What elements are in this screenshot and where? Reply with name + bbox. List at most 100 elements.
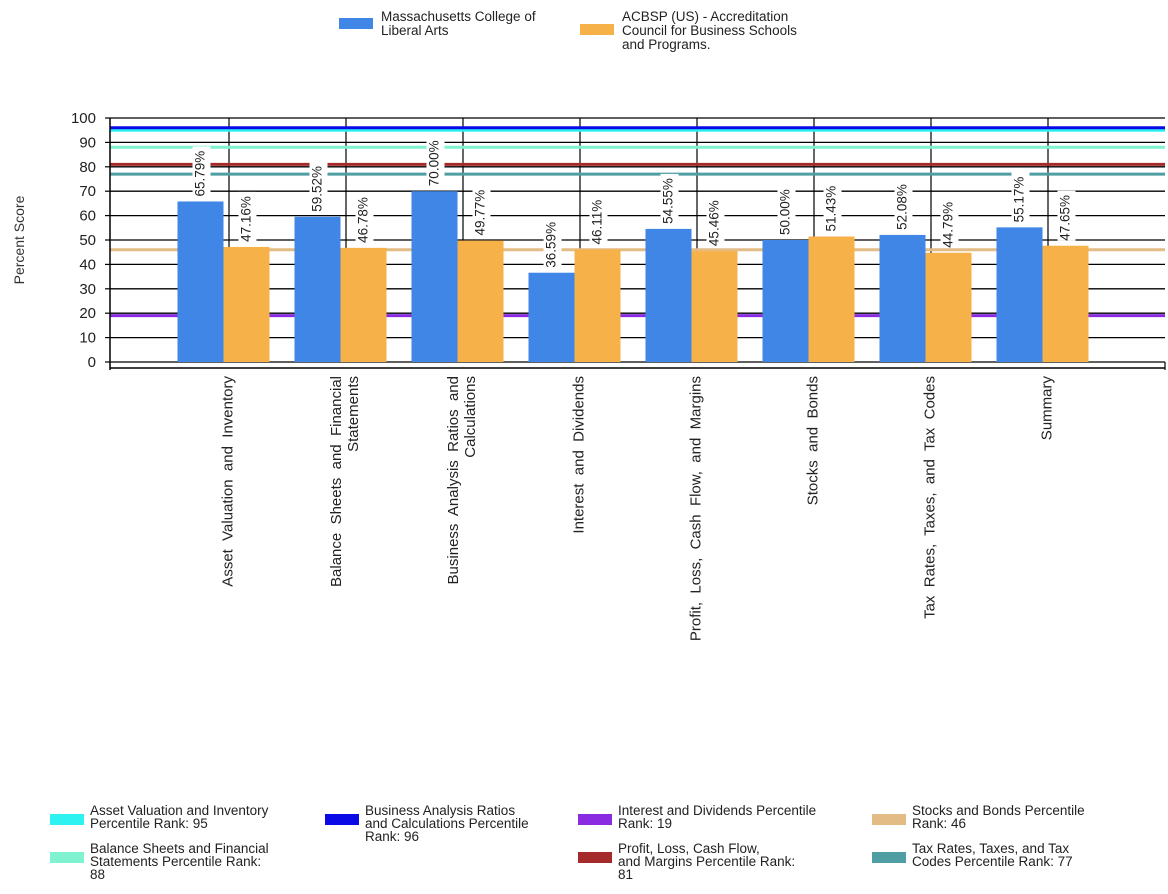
data-label-s0-c2: 70.00% bbox=[427, 140, 442, 186]
legend-item-series-1: ACBSP (US) - Accreditation Council for Bu… bbox=[580, 10, 797, 52]
y-axis-label: Percent Score bbox=[11, 195, 27, 284]
bar-s1-c1 bbox=[340, 247, 387, 362]
data-label-s0-c7: 55.17% bbox=[1012, 177, 1027, 223]
bar-s0-c5 bbox=[762, 240, 809, 362]
data-label-s0-c5: 50.00% bbox=[778, 189, 793, 235]
bar-chart: Percent Score 0 10 20 30 40 50 60 70 80 90 100 Ass… bbox=[11, 110, 1166, 642]
data-label-bg bbox=[1057, 190, 1076, 241]
bar-s1-c7 bbox=[1042, 245, 1089, 362]
bar-s1-c4 bbox=[691, 251, 738, 362]
percentile-legend-label-6: Tax Rates, Taxes, and Tax Codes Percentil… bbox=[912, 841, 1073, 869]
data-label-bg bbox=[823, 181, 842, 232]
x-tick-label-0: Asset Valuation and Inventory bbox=[220, 376, 237, 587]
percentile-legend-item-3: Interest and Dividends Percentile Rank: 1… bbox=[578, 804, 816, 830]
data-label-s1-c5: 51.43% bbox=[824, 186, 839, 232]
y-tick-labels: 0 10 20 30 40 50 60 70 80 90 100 bbox=[71, 110, 110, 371]
data-label-s0-c0: 65.79% bbox=[193, 151, 208, 197]
data-label-bg bbox=[355, 192, 374, 243]
bar-s0-c6 bbox=[879, 234, 926, 362]
x-tick-labels: Asset Valuation and Inventory Balance She… bbox=[220, 376, 1056, 642]
x-tick-label-2: Calculations bbox=[462, 376, 479, 458]
x-tick-label-7: Summary bbox=[1039, 376, 1056, 441]
x-tick-label-1: Balance Sheets and Financial bbox=[328, 376, 345, 587]
bar-s1-c3 bbox=[574, 249, 621, 362]
percentile-legend-label-3: Interest and Dividends Percentile Rank: 1… bbox=[618, 803, 817, 831]
x-tick-label-6: Tax Rates, Taxes, and Tax Codes bbox=[922, 376, 939, 619]
data-labels: 65.79% 47.16% 59.52% 46.78% 70.00% 49.77% 36.5… bbox=[192, 136, 1076, 268]
percentile-legend-swatch-6 bbox=[872, 852, 906, 863]
percentile-legend: Asset Valuation and Inventory Percentile … bbox=[0, 800, 1168, 894]
data-label-s1-c2: 49.77% bbox=[473, 190, 488, 236]
y-tick-60: 60 bbox=[79, 208, 96, 225]
percentile-legend-label-4: Profit, Loss, Cash Flow, and Margins Perc… bbox=[618, 841, 796, 882]
legend-label-series-1: ACBSP (US) - Accreditation Council for Bu… bbox=[622, 9, 797, 52]
y-tick-50: 50 bbox=[79, 232, 96, 249]
legend-swatch-series-1 bbox=[580, 24, 614, 35]
percentile-legend-swatch-5 bbox=[872, 814, 906, 825]
data-label-bg bbox=[894, 179, 913, 230]
data-label-s1-c1: 46.78% bbox=[356, 197, 371, 243]
data-label-s1-c6: 44.79% bbox=[941, 202, 956, 248]
data-label-bg bbox=[192, 146, 211, 197]
y-tick-80: 80 bbox=[79, 159, 96, 176]
bar-s0-c3 bbox=[528, 272, 575, 362]
y-tick-0: 0 bbox=[88, 354, 96, 371]
percentile-legend-item-6: Tax Rates, Taxes, and Tax Codes Percentil… bbox=[872, 842, 1073, 868]
series-legend: Massachusetts College of Liberal Arts ACB… bbox=[0, 8, 1168, 78]
legend-item-series-0: Massachusetts College of Liberal Arts bbox=[339, 10, 536, 38]
y-tick-20: 20 bbox=[79, 305, 96, 322]
data-label-bg bbox=[777, 185, 796, 235]
data-label-s1-c4: 45.46% bbox=[707, 200, 722, 246]
percentile-legend-item-2: Business Analysis Ratios and Calculations… bbox=[325, 804, 529, 843]
data-label-bg bbox=[706, 196, 725, 247]
bar-s0-c4 bbox=[645, 228, 692, 362]
data-label-s1-c3: 46.11% bbox=[590, 200, 605, 245]
bar-s1-c0 bbox=[223, 246, 270, 362]
data-label-s0-c6: 52.08% bbox=[895, 184, 910, 230]
data-label-bg bbox=[1011, 172, 1030, 223]
bar-s0-c0 bbox=[177, 201, 224, 362]
percentile-legend-label-0: Asset Valuation and Inventory Percentile … bbox=[90, 803, 269, 831]
data-label-bg bbox=[238, 191, 257, 242]
data-label-bg bbox=[660, 173, 679, 224]
percentile-legend-swatch-3 bbox=[578, 814, 612, 825]
bar-s1-c5 bbox=[808, 236, 855, 362]
percentile-legend-item-5: Stocks and Bonds Percentile Rank: 46 bbox=[872, 804, 1085, 830]
bar-s1-c2 bbox=[457, 240, 504, 362]
x-tick-label-4: Profit, Loss, Cash Flow, and Margins bbox=[688, 376, 705, 641]
percentile-legend-swatch-2 bbox=[325, 814, 359, 825]
x-tick-label-5: Stocks and Bonds bbox=[805, 376, 822, 505]
legend-label-series-0: Massachusetts College of Liberal Arts bbox=[381, 9, 536, 38]
axes bbox=[109, 118, 1166, 370]
reference-lines bbox=[110, 126, 1165, 318]
percentile-legend-item-4: Profit, Loss, Cash Flow, and Margins Perc… bbox=[578, 842, 795, 881]
percentile-legend-swatch-0 bbox=[50, 814, 84, 825]
y-tick-40: 40 bbox=[79, 256, 96, 273]
x-tick-label-3: Interest and Dividends bbox=[571, 376, 588, 534]
bar-s0-c1 bbox=[294, 216, 341, 362]
percentile-legend-item-1: Balance Sheets and Financial Statements P… bbox=[50, 842, 269, 881]
bar-s1-c6 bbox=[925, 252, 972, 362]
percentile-legend-swatch-4 bbox=[578, 852, 612, 863]
percentile-legend-label-1: Balance Sheets and Financial Statements P… bbox=[90, 841, 269, 882]
y-tick-10: 10 bbox=[79, 330, 96, 347]
data-label-bg bbox=[543, 217, 562, 268]
y-tick-100: 100 bbox=[71, 110, 96, 127]
y-tick-90: 90 bbox=[79, 134, 96, 151]
data-label-s1-c7: 47.65% bbox=[1058, 195, 1073, 241]
percentile-legend-label-2: Business Analysis Ratios and Calculations… bbox=[365, 803, 529, 844]
data-label-bg bbox=[426, 136, 445, 187]
legend-swatch-series-0 bbox=[339, 18, 373, 29]
bar-s0-c7 bbox=[996, 227, 1043, 362]
bar-s0-c2 bbox=[411, 191, 458, 362]
data-label-s1-c0: 47.16% bbox=[239, 196, 254, 242]
data-label-s0-c3: 36.59% bbox=[544, 222, 559, 268]
percentile-legend-item-0: Asset Valuation and Inventory Percentile … bbox=[50, 804, 268, 830]
x-tick-label-2: Business Analysis Ratios and bbox=[445, 376, 462, 584]
data-label-bg bbox=[940, 197, 959, 248]
data-label-s0-c4: 54.55% bbox=[661, 178, 676, 224]
percentile-legend-swatch-1 bbox=[50, 852, 84, 863]
y-tick-70: 70 bbox=[79, 183, 96, 200]
data-label-bg bbox=[309, 161, 328, 212]
data-label-bg bbox=[472, 185, 491, 236]
